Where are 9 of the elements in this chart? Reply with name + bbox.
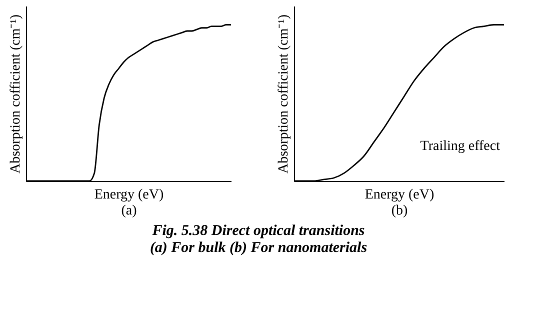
annotation: Trailing effect <box>420 139 500 154</box>
x-axis-title: Energy (eV) <box>94 188 164 202</box>
x-axis-title: Energy (eV) <box>364 188 434 202</box>
text: (a) For bulk (b) For nanomaterials <box>150 240 368 256</box>
y-axis-title: Absorption cofficient (cm⁻¹) <box>8 14 24 174</box>
y-axis-title: Absorption cofficient (cm⁻¹) <box>276 14 292 174</box>
text: (a) <box>121 204 138 218</box>
text: (b) <box>391 204 408 218</box>
caption: Fig. 5.38 Direct optical transitions <box>151 223 365 239</box>
